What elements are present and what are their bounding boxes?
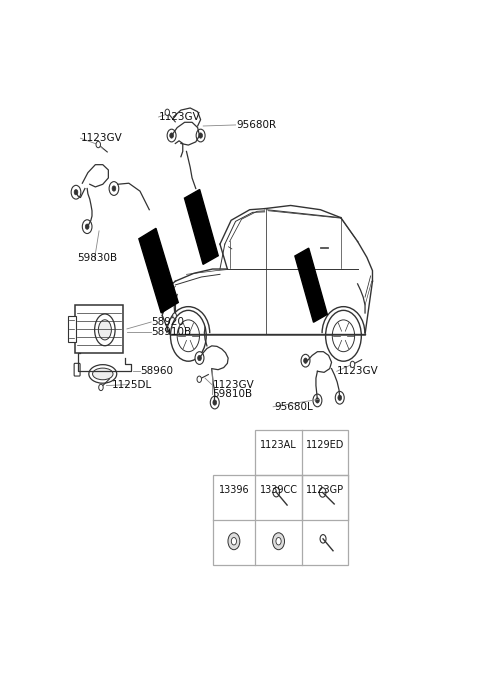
Text: 58960: 58960 — [140, 366, 173, 376]
Circle shape — [228, 533, 240, 550]
Text: 1123GV: 1123GV — [81, 133, 122, 143]
Circle shape — [319, 488, 326, 497]
Text: 59830B: 59830B — [77, 253, 117, 264]
Circle shape — [198, 356, 202, 361]
Polygon shape — [184, 189, 218, 264]
Circle shape — [83, 219, 92, 233]
Text: 1123GV: 1123GV — [213, 380, 254, 389]
Circle shape — [196, 129, 205, 142]
Ellipse shape — [89, 365, 117, 383]
Circle shape — [350, 361, 355, 367]
Text: 58910B: 58910B — [151, 327, 191, 336]
Polygon shape — [295, 248, 327, 322]
Text: 58920: 58920 — [151, 317, 184, 327]
Circle shape — [177, 320, 200, 352]
Circle shape — [167, 129, 176, 142]
Circle shape — [335, 391, 344, 404]
Bar — [255, 429, 348, 519]
Circle shape — [99, 384, 103, 391]
Bar — [213, 475, 348, 565]
Text: 1125DL: 1125DL — [112, 380, 152, 389]
Text: 1123GP: 1123GP — [306, 485, 344, 495]
Circle shape — [332, 320, 355, 352]
Circle shape — [315, 398, 319, 403]
Circle shape — [112, 186, 116, 191]
Circle shape — [338, 395, 342, 400]
Circle shape — [304, 358, 307, 363]
Bar — [68, 316, 76, 342]
Circle shape — [195, 352, 204, 365]
Circle shape — [165, 109, 169, 116]
Ellipse shape — [95, 314, 115, 346]
Circle shape — [213, 400, 216, 405]
Circle shape — [109, 182, 119, 195]
Text: 1123GV: 1123GV — [337, 366, 379, 376]
Text: 95680R: 95680R — [237, 120, 277, 130]
Text: 13396: 13396 — [218, 485, 249, 495]
Circle shape — [71, 185, 81, 199]
Circle shape — [273, 487, 280, 497]
Circle shape — [199, 133, 203, 138]
Circle shape — [273, 533, 285, 550]
Circle shape — [301, 354, 310, 367]
Circle shape — [210, 396, 219, 409]
Circle shape — [96, 141, 100, 148]
Circle shape — [74, 190, 78, 195]
Text: 1123AL: 1123AL — [260, 440, 297, 451]
Circle shape — [320, 535, 326, 543]
Circle shape — [173, 313, 177, 319]
Ellipse shape — [98, 320, 111, 340]
Text: 59810B: 59810B — [213, 389, 252, 398]
Polygon shape — [139, 228, 178, 313]
Bar — [75, 305, 123, 353]
Circle shape — [313, 394, 322, 407]
Circle shape — [170, 310, 206, 361]
Circle shape — [325, 310, 361, 361]
Ellipse shape — [93, 368, 113, 380]
Circle shape — [276, 537, 281, 545]
Text: 1123GV: 1123GV — [158, 112, 200, 122]
Circle shape — [197, 376, 202, 383]
Circle shape — [170, 133, 173, 138]
FancyBboxPatch shape — [74, 363, 80, 376]
Text: 95680L: 95680L — [274, 402, 312, 412]
Text: 1129ED: 1129ED — [306, 440, 344, 451]
Circle shape — [231, 537, 237, 545]
Text: 1339CC: 1339CC — [260, 485, 298, 495]
Circle shape — [85, 224, 89, 229]
